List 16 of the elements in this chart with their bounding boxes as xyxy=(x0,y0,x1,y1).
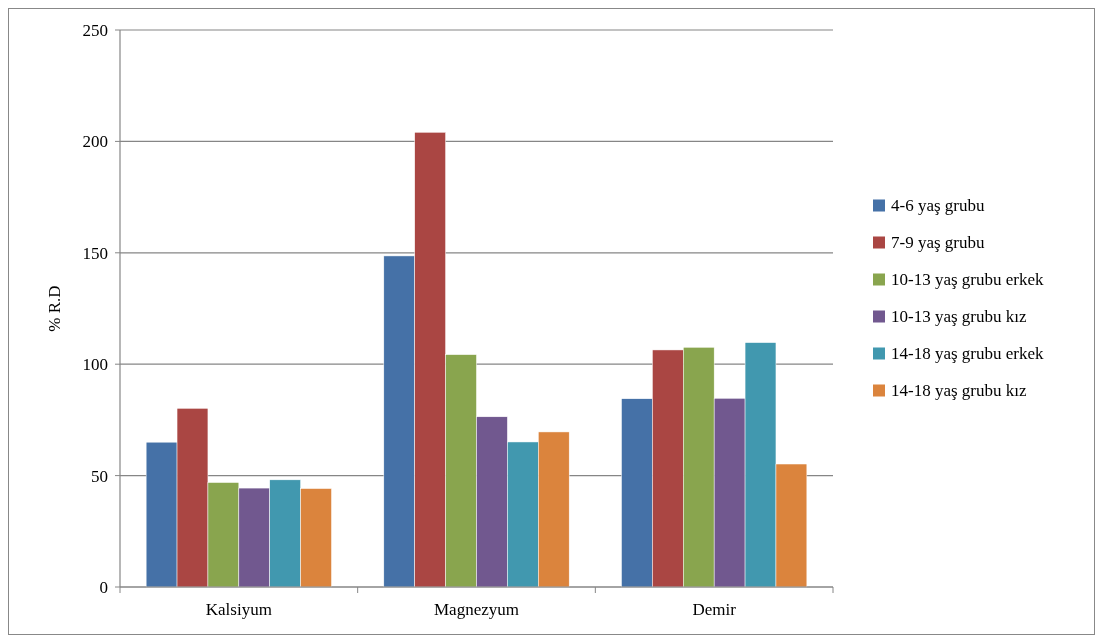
y-tick-label: 100 xyxy=(82,355,108,375)
legend-label: 10-13 yaş grubu erkek xyxy=(891,270,1044,290)
y-tick-label: 250 xyxy=(82,20,108,40)
y-tick-label: 200 xyxy=(82,132,108,152)
y-tick-label: 150 xyxy=(82,243,108,263)
x-tick-label: Magnezyum xyxy=(434,600,519,619)
x-tick-label: Kalsiyum xyxy=(205,600,272,619)
legend-label: 4-6 yaş grubu xyxy=(891,196,985,216)
y-axis-title: % R.D xyxy=(45,285,64,332)
x-tick-label: Demir xyxy=(692,600,737,619)
y-tick-label: 50 xyxy=(91,466,108,486)
legend-label: 7-9 yaş grubu xyxy=(891,233,985,253)
legend-label: 14-18 yaş grubu erkek xyxy=(891,344,1044,364)
legend-label: 10-13 yaş grubu kız xyxy=(891,307,1027,327)
y-tick-label: 0 xyxy=(99,577,108,597)
legend-label: 14-18 yaş grubu kız xyxy=(891,381,1027,401)
